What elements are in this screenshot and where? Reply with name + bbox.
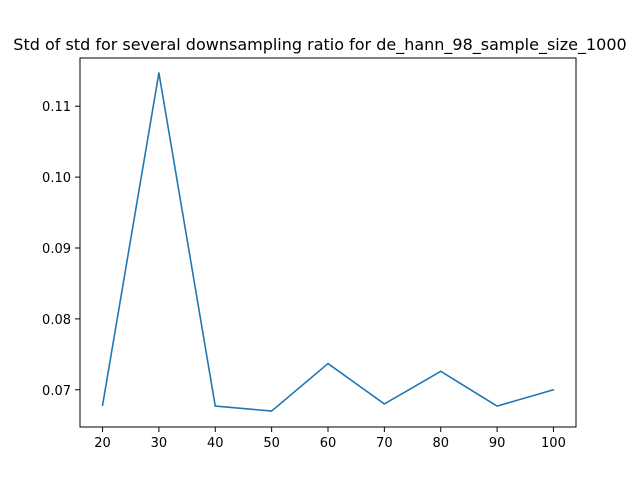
x-tick-label: 80 — [432, 436, 449, 451]
y-tick-label: 0.07 — [42, 384, 71, 399]
x-tick-label: 40 — [207, 436, 224, 451]
x-tick-label: 70 — [376, 436, 393, 451]
x-tick-label: 20 — [94, 436, 111, 451]
series-line — [101, 72, 555, 412]
y-tick-label: 0.10 — [42, 171, 71, 186]
y-tick-label: 0.08 — [42, 313, 71, 328]
plot-area-frame — [79, 57, 577, 428]
x-axis: 20 30 40 50 60 70 80 90 100 — [94, 427, 566, 451]
y-axis: 0.07 0.08 0.09 0.10 0.11 — [42, 100, 80, 399]
y-tick-label: 0.09 — [42, 242, 71, 257]
x-tick-label: 30 — [151, 436, 168, 451]
x-tick-label: 90 — [489, 436, 506, 451]
series-layer — [101, 72, 555, 412]
x-tick-label: 50 — [263, 436, 280, 451]
y-tick-label: 0.11 — [42, 100, 71, 115]
x-tick-label: 60 — [320, 436, 337, 451]
chart-title: Std of std for several downsampling rati… — [13, 35, 626, 55]
x-tick-label: 100 — [541, 436, 566, 451]
